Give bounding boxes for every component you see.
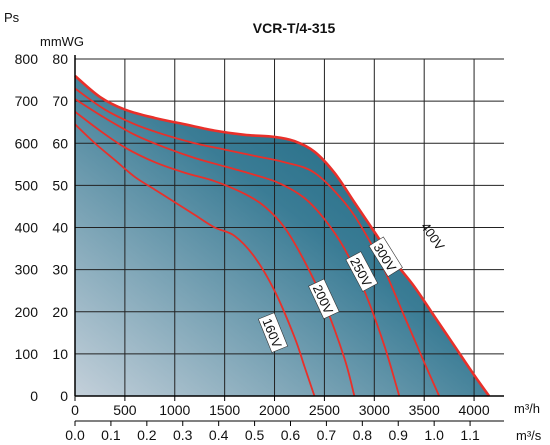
curve-label-text: 400V xyxy=(418,219,448,253)
x2-tick-label-m3s: 0.7 xyxy=(317,427,337,443)
curve-400v xyxy=(74,74,491,397)
y-tick-label-ps: 0 xyxy=(30,388,38,404)
x-tick-label-m3h: 2000 xyxy=(259,402,290,418)
x2-tick-label-m3s: 0.1 xyxy=(101,427,121,443)
axes: 0100200300400500600700800010203040506070… xyxy=(15,51,504,443)
y-tick-label-mmwg: 60 xyxy=(52,135,68,151)
curve-label-box xyxy=(257,312,289,353)
y-tick-label-ps: 300 xyxy=(15,262,39,278)
y-tick-label-ps: 100 xyxy=(15,346,39,362)
x-tick-label-m3h: 500 xyxy=(113,402,137,418)
curve-label-400v: 400V xyxy=(418,219,448,253)
x-tick-label-m3h: 1500 xyxy=(209,402,240,418)
x2-tick-label-m3s: 0.3 xyxy=(173,427,193,443)
x-tick-label-m3h: 1000 xyxy=(159,402,190,418)
y-tick-label-mmwg: 40 xyxy=(52,220,68,236)
x-tick-label-m3h: 3500 xyxy=(409,402,440,418)
x2-tick-label-m3s: 0.0 xyxy=(65,427,85,443)
x2-tick-label-m3s: 1.0 xyxy=(424,427,444,443)
y-tick-label-ps: 400 xyxy=(15,220,39,236)
x2-tick-label-m3s: 0.2 xyxy=(137,427,157,443)
y-tick-label-ps: 600 xyxy=(15,135,39,151)
operating-area xyxy=(75,75,490,396)
x2-tick-label-m3s: 1.1 xyxy=(460,427,480,443)
y-tick-label-mmwg: 20 xyxy=(52,304,68,320)
chart-title: VCR-T/4-315 xyxy=(253,20,336,36)
y-tick-label-mmwg: 70 xyxy=(52,93,68,109)
curve-label-box xyxy=(368,236,403,277)
curve-300v xyxy=(74,87,440,397)
curve-160v xyxy=(74,123,316,397)
x2-tick-label-m3s: 0.6 xyxy=(281,427,301,443)
y-tick-label-mmwg: 80 xyxy=(52,51,68,67)
y-tick-label-mmwg: 10 xyxy=(52,346,68,362)
curve-label-box xyxy=(345,251,379,292)
curve-label-box xyxy=(308,278,340,320)
x2-tick-label-m3s: 0.8 xyxy=(353,427,373,443)
y-tick-label-mmwg: 50 xyxy=(52,177,68,193)
y-axis-unit-mmwg: mmWG xyxy=(40,34,84,49)
x-tick-label-m3h: 4000 xyxy=(458,402,489,418)
y-tick-label-ps: 200 xyxy=(15,304,39,320)
y-tick-label-ps: 800 xyxy=(15,51,39,67)
y-tick-label-ps: 500 xyxy=(15,177,39,193)
x-tick-label-m3h: 0 xyxy=(71,402,79,418)
x2-tick-label-m3s: 0.4 xyxy=(209,427,229,443)
y-tick-label-mmwg: 30 xyxy=(52,262,68,278)
x2-tick-label-m3s: 0.5 xyxy=(245,427,265,443)
y-tick-label-ps: 700 xyxy=(15,93,39,109)
x2-tick-label-m3s: 0.9 xyxy=(389,427,409,443)
x-tick-label-m3h: 2500 xyxy=(309,402,340,418)
y-tick-label-mmwg: 0 xyxy=(60,388,68,404)
x-tick-label-m3h: 3000 xyxy=(359,402,390,418)
x-axis-unit-m3h: m³/h xyxy=(514,401,540,416)
y-axis-unit-ps: Ps xyxy=(4,10,20,25)
x-axis-unit-m3s: m³/s xyxy=(516,428,542,443)
